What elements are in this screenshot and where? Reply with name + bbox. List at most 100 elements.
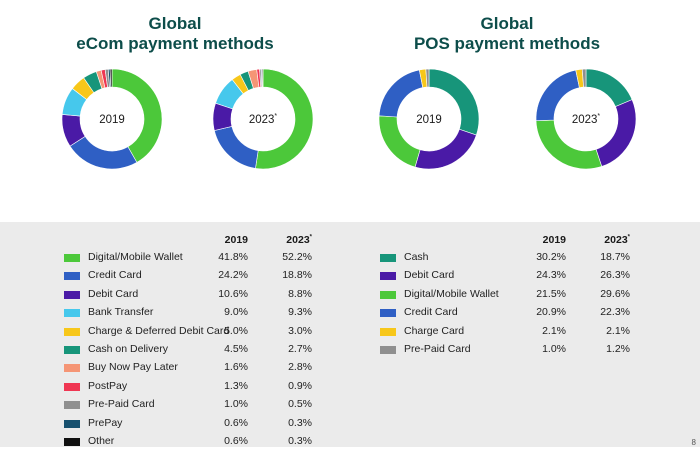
slice-digital-mobile-wallet: [535, 119, 603, 170]
legend-value-2023: 2.8%: [288, 361, 312, 374]
legend-value-2019: 21.5%: [536, 287, 566, 300]
legend-label: PrePay: [88, 416, 123, 429]
legend-value-2019: 30.2%: [536, 251, 566, 263]
donut-center-label: 2023*: [249, 113, 278, 126]
legend-value-2023: 0.5%: [288, 398, 312, 411]
slice-credit-card: [378, 69, 424, 118]
legend-value-2023: 8.8%: [288, 287, 312, 300]
legend-value-2023: 9.3%: [288, 306, 312, 319]
legend-swatch: [64, 309, 80, 318]
slice-credit-card: [213, 126, 259, 169]
legend-label: Pre-Paid Card: [404, 343, 471, 355]
legend-swatch: [64, 364, 80, 373]
slice-other: [261, 68, 264, 88]
legend-label: Bank Transfer: [88, 306, 154, 319]
legend-swatch: [64, 346, 80, 354]
legend-value-2019: 9.0%: [224, 306, 248, 319]
legend-label: PostPay: [88, 379, 128, 392]
legend-value-2019: 24.3%: [536, 269, 566, 282]
legend-label: Debit Card: [88, 287, 139, 300]
legend-value-2019: 1.6%: [224, 361, 248, 374]
legend-value-2019: 0.6%: [224, 435, 248, 447]
pos-header-2019: 2019: [542, 234, 566, 246]
slice-digital-mobile-wallet: [255, 68, 314, 170]
slice-cash: [585, 68, 633, 107]
legend-value-2019: 1.0%: [224, 398, 248, 411]
ecom-title-line2: eCom payment methods: [76, 34, 274, 53]
legend-value-2019: 10.6%: [218, 287, 248, 300]
legend-label: Charge & Deferred Debit Card: [88, 324, 230, 337]
legend-swatch: [380, 254, 396, 262]
legend-swatch: [380, 290, 396, 299]
legend-label: Other: [88, 435, 115, 447]
legend-value-2019: 41.8%: [218, 251, 248, 263]
legend-swatch: [64, 438, 80, 446]
legend-value-2023: 52.2%: [282, 251, 312, 263]
legend-swatch: [64, 254, 80, 262]
legend-value-2023: 2.1%: [606, 324, 630, 337]
legend-value-2019: 1.3%: [224, 379, 248, 392]
pos-header-2023: 2023*: [604, 234, 630, 246]
legend-swatch: [64, 401, 80, 410]
legend-value-2023: 2.7%: [288, 343, 312, 355]
legend-label: Digital/Mobile Wallet: [404, 287, 499, 300]
legend-value-2023: 18.7%: [600, 251, 630, 263]
legend-swatch: [64, 272, 80, 281]
legend-value-2019: 5.0%: [224, 324, 248, 337]
page-number: 8: [691, 438, 696, 447]
legend-swatch: [380, 327, 396, 336]
legend-label: Credit Card: [88, 269, 142, 282]
legend-area: 2019 2023* Digital/Mobile Wallet 41.8% 52.…: [0, 222, 700, 447]
legend-value-2023: 0.3%: [288, 416, 312, 429]
legend-swatch: [64, 382, 80, 391]
legend-value-2023: 0.9%: [288, 379, 312, 392]
charts-area: Global eCom payment methods Global POS p…: [0, 0, 700, 222]
slice-digital-mobile-wallet: [111, 68, 163, 163]
legend-value-2023: 22.3%: [600, 306, 630, 319]
donut-center-mark: *: [274, 113, 277, 120]
ecom-title-line1: Global: [148, 14, 202, 33]
donut-center-label: 2019: [99, 114, 125, 126]
slice-digital-mobile-wallet: [378, 115, 421, 168]
legend-value-2019: 1.0%: [542, 343, 566, 355]
slice-credit-card: [69, 135, 138, 170]
legend-swatch: [380, 272, 396, 281]
legend-value-2023: 3.0%: [288, 324, 312, 337]
ecom-title: Global eCom payment methods: [45, 14, 305, 54]
legend-value-2019: 4.5%: [224, 343, 248, 355]
legend-label: Cash on Delivery: [88, 343, 168, 355]
ecom-2019-donut: 2019: [61, 68, 163, 170]
legend-label: Buy Now Pay Later: [88, 361, 178, 374]
slice-pre-paid-card: [425, 68, 430, 88]
pos-title: Global POS payment methods: [377, 14, 637, 54]
legend-value-2023: 26.3%: [600, 269, 630, 282]
legend-value-2019: 24.2%: [218, 269, 248, 282]
legend-value-2023: 1.2%: [606, 343, 630, 355]
legend-value-2023: 29.6%: [600, 287, 630, 300]
legend-value-2019: 2.1%: [542, 324, 566, 337]
legend-label: Credit Card: [404, 306, 458, 319]
legend-value-2019: 20.9%: [536, 306, 566, 319]
ecom-2023-donut: 2023*: [212, 68, 314, 170]
donut-center-mark: *: [597, 113, 600, 120]
legend-value-2023: 0.3%: [288, 435, 312, 447]
legend-swatch: [64, 419, 80, 428]
legend-label: Pre-Paid Card: [88, 398, 155, 411]
legend-label: Charge Card: [404, 324, 465, 337]
pos-2023-donut: 2023*: [535, 68, 637, 170]
slice-debit-card: [595, 99, 637, 167]
legend-label: Cash: [404, 251, 429, 263]
slice-pre-paid-card: [581, 68, 587, 88]
ecom-header-2019: 2019: [224, 234, 248, 246]
pos-2019-donut: 2019: [378, 68, 480, 170]
legend-swatch: [380, 309, 396, 318]
legend-swatch: [64, 327, 80, 336]
donut-center-label: 2023*: [572, 113, 601, 126]
slice-debit-card: [414, 128, 477, 170]
legend-value-2019: 0.6%: [224, 416, 248, 429]
ecom-header-2023: 2023*: [286, 234, 312, 246]
slice-other: [109, 68, 113, 88]
pos-title-line1: Global: [480, 14, 534, 33]
legend-swatch: [380, 346, 396, 354]
legend-swatch: [64, 290, 80, 299]
